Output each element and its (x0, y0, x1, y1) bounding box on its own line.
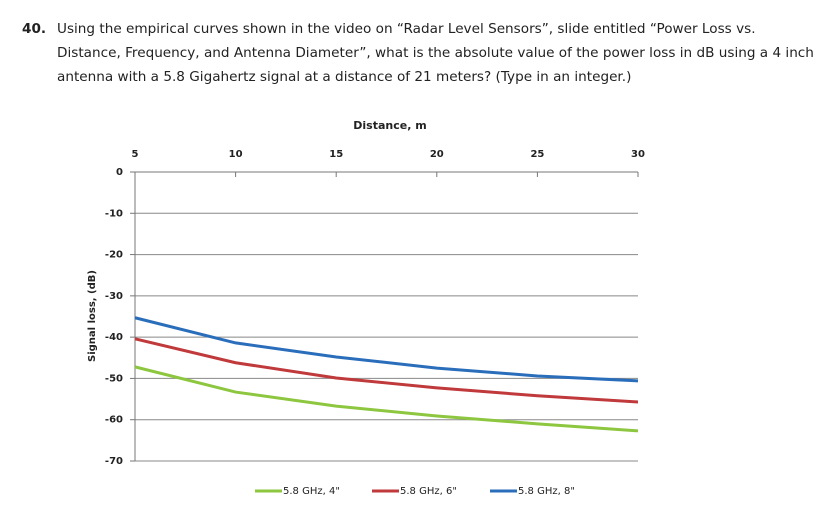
legend-label: 5.8 GHz, 8" (518, 486, 575, 497)
y-tick-label: -20 (105, 250, 123, 261)
x-tick-label: 5 (132, 149, 139, 160)
y-axis-label: Signal loss, (dB) (87, 270, 98, 362)
x-tick-label: 15 (329, 149, 343, 160)
y-tick-label: -10 (105, 208, 123, 219)
x-axis-label: Distance, m (353, 119, 426, 132)
series-line (134, 337, 639, 404)
question-line: antenna with a 5.8 Gigahertz signal at a… (57, 69, 631, 85)
legend-label: 5.8 GHz, 6" (400, 486, 457, 497)
y-tick-label: -50 (105, 373, 123, 384)
y-tick-label: -60 (105, 415, 123, 426)
y-tick-label: 0 (116, 167, 123, 178)
x-tick-label: 25 (530, 149, 544, 160)
legend-label: 5.8 GHz, 4" (283, 486, 340, 497)
y-tick-label: -70 (105, 456, 123, 467)
question-number: 40. (22, 21, 46, 37)
y-tick-label: -40 (105, 332, 123, 343)
series-line (134, 316, 639, 383)
series-line (134, 365, 639, 433)
x-tick-label: 30 (631, 149, 645, 160)
x-tick-label: 20 (430, 149, 444, 160)
y-tick-label: -30 (105, 291, 123, 302)
x-tick-label: 10 (229, 149, 243, 160)
question-line: Using the empirical curves shown in the … (57, 21, 756, 37)
question-line: Distance, Frequency, and Antenna Diamete… (57, 45, 814, 61)
